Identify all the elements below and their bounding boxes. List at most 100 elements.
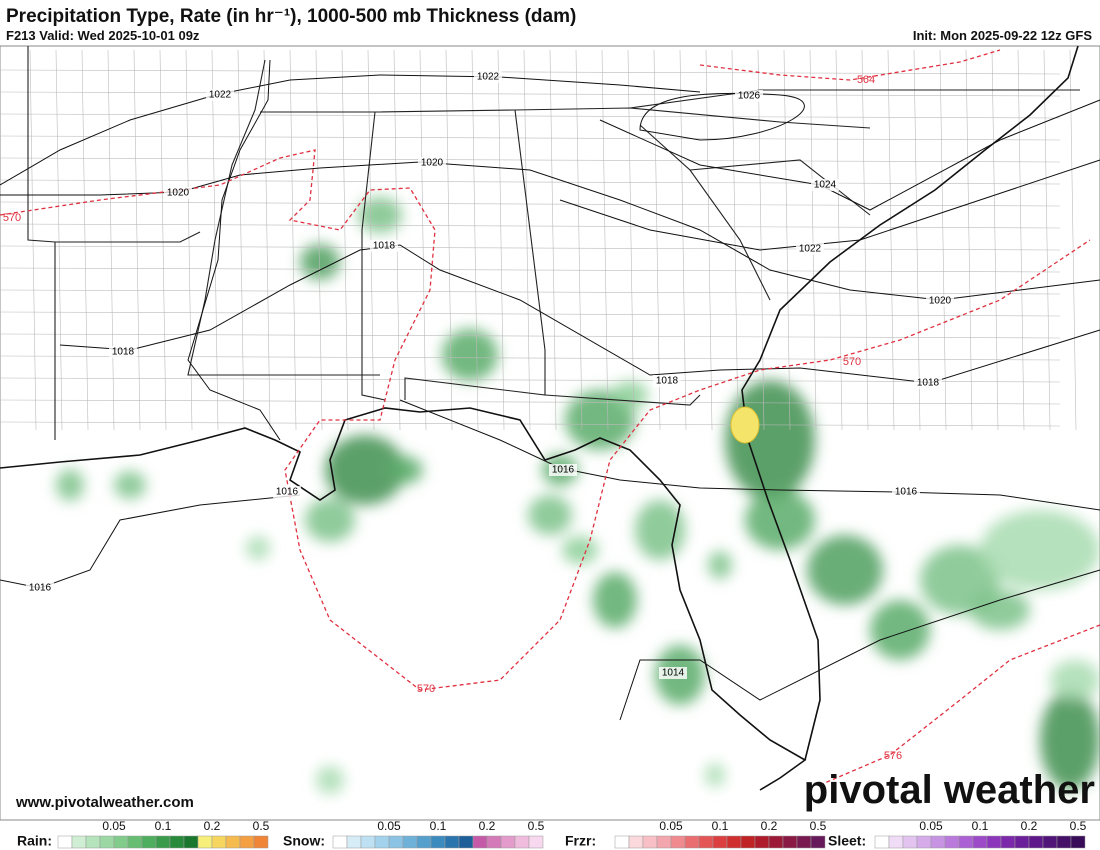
label-bg [109,346,137,358]
legend-tick: 0.5 [528,819,545,833]
legend-swatch [514,835,530,849]
county-line [913,49,921,431]
legend-swatch [183,835,199,849]
county-line [471,49,479,431]
isobar-label: 1016 [276,487,299,498]
legend-label: Frzr: [565,833,596,849]
legend-swatch [388,835,404,849]
label-bg [164,187,192,199]
legend-swatch [754,835,770,849]
county-line [55,49,63,431]
isobar [399,399,1100,511]
legend-swatch [684,835,700,849]
precip-area [593,572,637,628]
legend-tick: 0.2 [204,819,221,833]
legend-swatch [430,835,446,849]
county-line [861,49,869,431]
county-line [523,49,531,431]
border [361,111,386,401]
brand: pivotal weather [804,768,1095,812]
county-line [107,49,115,431]
legend: Rain: 0.05 0.1 0.2 0.5 Snow: 0.05 0.1 0.2 0.5 Frzr… [17,819,1087,849]
legend-swatch [1000,835,1016,849]
legend-swatch [225,835,241,849]
init-time: Init: Mon 2025-09-22 12z GFS [913,28,1092,43]
legend-tick: 0.5 [1070,819,1087,833]
label-bg [474,71,502,83]
label-bg [418,157,446,169]
precip-area [325,435,405,505]
precip-area [635,500,685,560]
legend-tick: 0.1 [430,819,447,833]
isobar [599,99,1100,211]
legend-swatch [528,835,544,849]
county-line [731,49,739,431]
label-bg [735,90,763,102]
legend-label: Rain: [17,833,52,849]
precip-area [300,244,340,280]
county-line [0,311,1061,317]
map-frame [0,45,1100,821]
county-line [939,49,947,431]
isobar [0,74,701,186]
county-line [0,355,1061,361]
precip-area [612,381,648,409]
county-line [0,157,1061,163]
isobar-label: 1016 [895,487,918,498]
legend-swatch [1056,835,1072,849]
county-line [237,49,245,431]
legend-swatch [656,835,672,849]
county-line [185,49,193,431]
legend-swatch [698,835,714,849]
border [689,159,871,216]
legend-swatch [670,835,686,849]
legend-tick: 0.05 [102,819,126,833]
county-line [445,49,453,431]
thickness-label: 570 [417,683,435,695]
precip-area [305,498,355,542]
isobar [559,159,1100,251]
border [187,59,380,376]
precip-area [387,456,423,484]
legend-swatch [614,835,630,849]
legend-tick: 0.2 [761,819,778,833]
legend-swatch [211,835,227,849]
precip-area [56,469,84,501]
legend-swatch [360,835,376,849]
river [187,59,281,441]
legend-swatch [444,835,460,849]
border [260,107,871,129]
thickness-label: 576 [884,750,902,762]
precip-area [358,197,402,233]
county-line [0,399,1061,405]
isobar-label: 1020 [167,188,190,199]
thickness-label: 570 [3,212,21,224]
legend-swatch [458,835,474,849]
isobar-label: 1018 [373,241,396,252]
precip-area [807,535,883,605]
precip-area [745,490,815,550]
county-line [133,49,141,431]
legend-swatch [486,835,502,849]
county-line [0,69,1061,75]
county-line [289,49,297,431]
legend-tick: 0.1 [972,819,989,833]
legend-swatch [1014,835,1030,849]
legend-swatch [768,835,784,849]
county-line [0,377,1061,383]
thickness-label: 564 [857,74,875,86]
legend-label: Sleet: [828,833,866,849]
county-line [315,49,323,431]
county-line [783,49,791,431]
thickness-lines [0,49,1100,786]
county-line [679,49,687,431]
county-line [0,333,1061,339]
label-bg [273,486,301,498]
isobar-label: 1018 [656,376,679,387]
legend-swatch [726,835,742,849]
legend-swatch [197,835,213,849]
legend-swatch [1028,835,1044,849]
legend-label: Snow: [283,833,325,849]
county-line [0,245,1061,251]
